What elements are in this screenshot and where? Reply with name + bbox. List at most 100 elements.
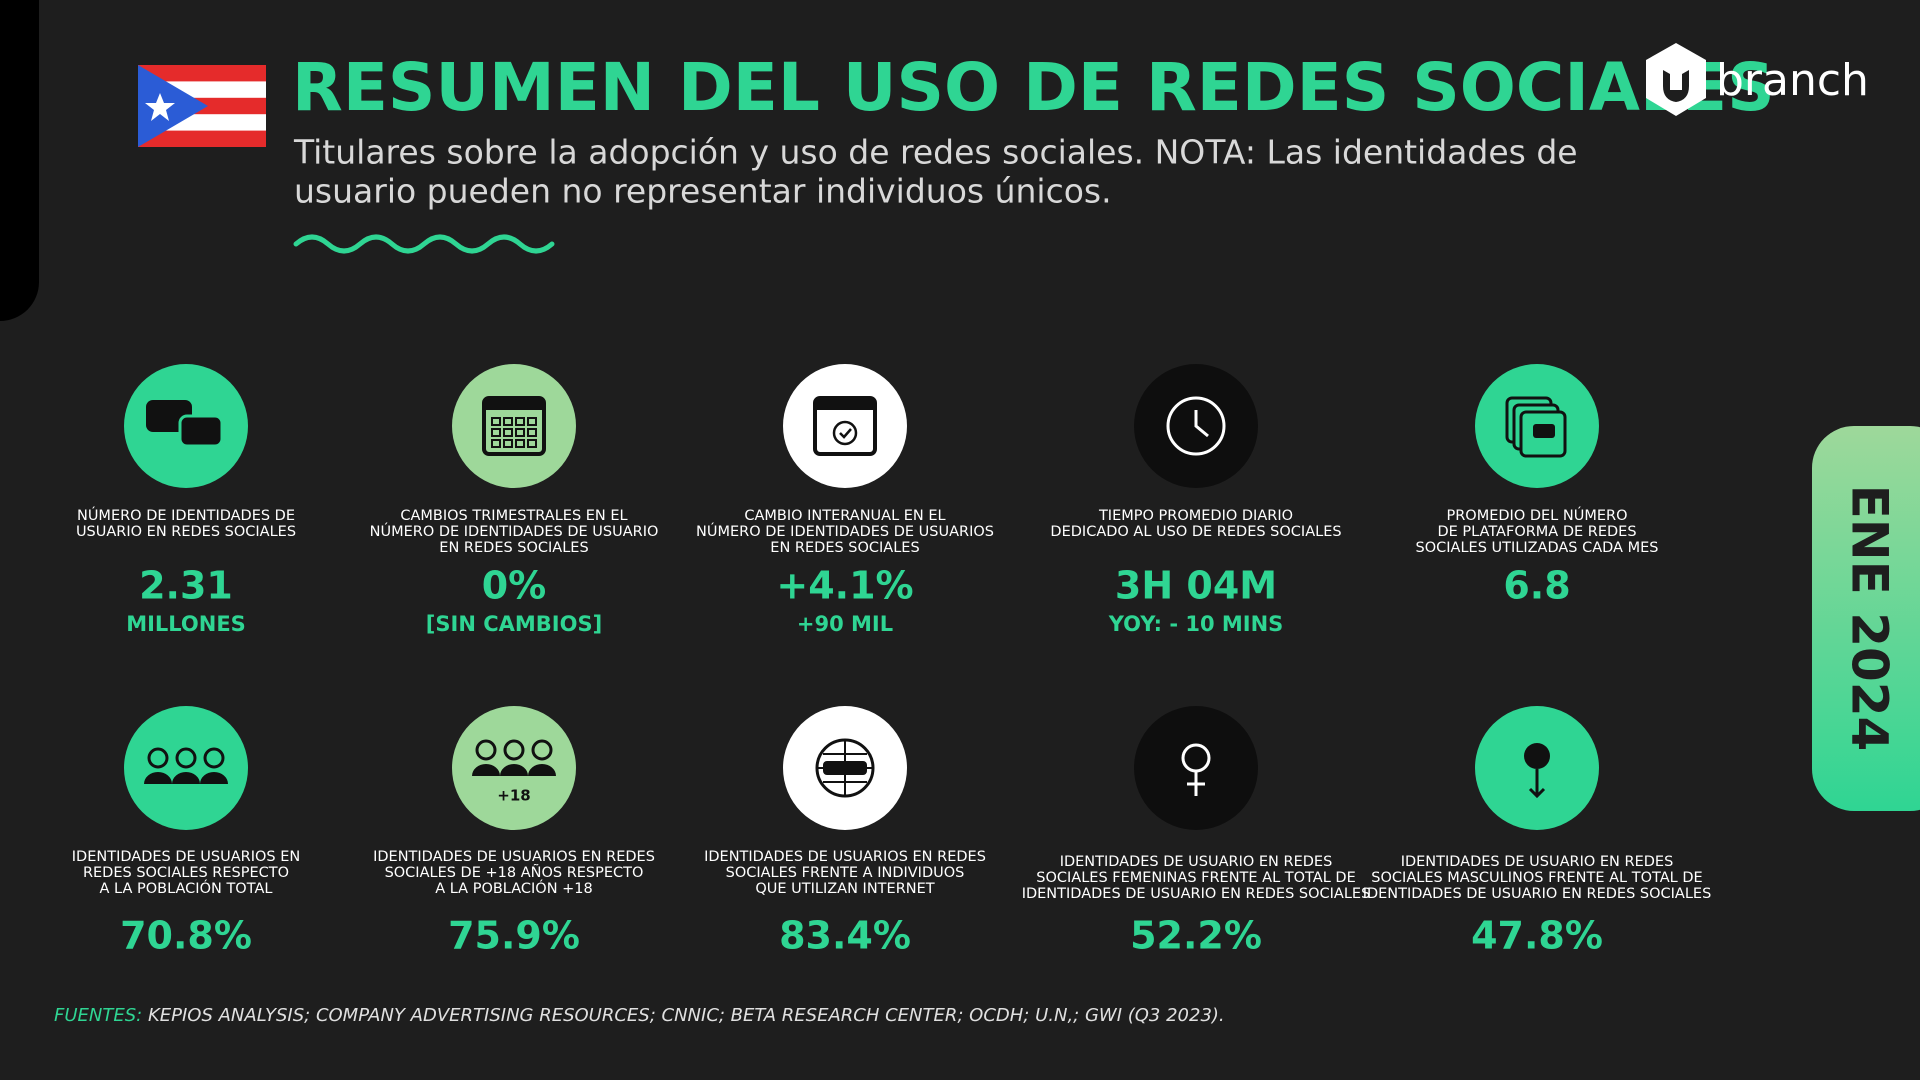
icon-shape xyxy=(175,747,197,769)
icon-shape xyxy=(200,772,228,784)
icon-shape xyxy=(503,739,525,761)
icon-shape xyxy=(1528,769,1546,799)
stat-value: 47.8% xyxy=(1471,914,1603,958)
flag xyxy=(138,65,266,147)
icon-circle xyxy=(783,364,907,488)
stat-label: QUE UTILIZAN INTERNET xyxy=(755,881,934,897)
icon-shape xyxy=(823,761,867,775)
icon-shape xyxy=(491,439,501,448)
wave xyxy=(293,234,555,254)
date-label: ENE 2024 xyxy=(1841,485,1899,752)
icon-shape xyxy=(515,428,525,437)
stat-sub: YOY: - 10 MINS xyxy=(1108,612,1284,636)
stat-label: IDENTIDADES DE USUARIOS EN xyxy=(72,849,300,865)
icon-shape xyxy=(491,428,501,437)
icon-shape xyxy=(503,439,513,448)
title: RESUMEN DEL USO DE REDES SOCIALES xyxy=(292,49,1775,126)
icon xyxy=(813,396,877,456)
icon-shape xyxy=(832,420,858,446)
brand: branch xyxy=(1716,55,1869,106)
date-tab xyxy=(1812,426,1920,811)
icon-shape xyxy=(491,417,501,426)
stat-label: IDENTIDADES DE USUARIO EN REDES xyxy=(1401,854,1674,870)
icon-shape xyxy=(839,428,852,439)
icon xyxy=(144,747,228,784)
stat-label: A LA POBLACIÓN +18 xyxy=(435,879,593,897)
stat-label: NÚMERO DE IDENTIDADES DE USUARIOS xyxy=(696,522,994,540)
icon-circle xyxy=(452,364,576,488)
icon xyxy=(815,738,875,798)
stat-label: USUARIO EN REDES SOCIALES xyxy=(76,524,296,540)
stat-sub: MILLONES xyxy=(126,612,246,636)
icon-shape xyxy=(475,739,497,761)
icon-shape xyxy=(472,764,500,776)
subtitle: usuario pueden no representar individuos… xyxy=(294,172,1112,211)
stat-value: 75.9% xyxy=(448,914,580,958)
stat-value: 6.8 xyxy=(1503,564,1570,608)
icon-shape xyxy=(147,747,169,769)
stat-value: 70.8% xyxy=(120,914,252,958)
icon-shape xyxy=(528,764,556,776)
stat-label: EN REDES SOCIALES xyxy=(770,540,919,556)
stat-value: 83.4% xyxy=(779,914,911,958)
stat-label: IDENTIDADES DE USUARIO EN REDES SOCIALES xyxy=(1022,886,1371,902)
icon-shape xyxy=(503,428,513,437)
stat-label: SOCIALES FRENTE A INDIVIDUOS xyxy=(726,865,965,881)
stat-value: 0% xyxy=(482,564,547,608)
stat-label: SOCIALES MASCULINOS FRENTE AL TOTAL DE xyxy=(1371,870,1702,886)
stat-label: EN REDES SOCIALES xyxy=(439,540,588,556)
stat-sub: +90 MIL xyxy=(797,612,893,636)
icon-shape xyxy=(503,417,513,426)
icon-shape xyxy=(203,747,225,769)
sources-label: FUENTES: xyxy=(54,1005,142,1026)
icon: +18 xyxy=(472,739,556,805)
icon-shape xyxy=(527,428,537,437)
stat-label: PROMEDIO DEL NÚMERO xyxy=(1446,506,1627,524)
sources-text: KEPIOS ANALYSIS; COMPANY ADVERTISING RES… xyxy=(142,1005,1224,1026)
icon xyxy=(1524,743,1550,799)
icon xyxy=(146,400,224,448)
icon-shape xyxy=(527,417,537,426)
stat-label: IDENTIDADES DE USUARIO EN REDES SOCIALES xyxy=(1363,886,1712,902)
icon xyxy=(482,396,546,456)
icon-shape xyxy=(815,398,875,410)
stat-label: DEDICADO AL USO DE REDES SOCIALES xyxy=(1050,524,1341,540)
icon-shape xyxy=(1166,396,1226,456)
icon-shape xyxy=(172,772,200,784)
icon xyxy=(1181,743,1211,796)
stat-sub: [SIN CAMBIOS] xyxy=(426,612,602,636)
icon-shape xyxy=(144,772,172,784)
logo: branch xyxy=(1646,43,1869,116)
icon-shape xyxy=(1187,771,1205,796)
stat-label: SOCIALES DE +18 AÑOS RESPECTO xyxy=(385,864,644,881)
stat-label: REDES SOCIALES RESPECTO xyxy=(83,865,289,881)
stat-value: 2.31 xyxy=(139,564,233,608)
stat-label: NÚMERO DE IDENTIDADES DE xyxy=(77,506,295,524)
icon-shape xyxy=(500,764,528,776)
sources: FUENTES: KEPIOS ANALYSIS; COMPANY ADVERT… xyxy=(54,1005,1225,1026)
icon-shape xyxy=(515,439,525,448)
subtitle: Titulares sobre la adopción y uso de red… xyxy=(293,133,1578,172)
stat-label: CAMBIOS TRIMESTRALES EN EL xyxy=(400,508,627,524)
icon-shape xyxy=(515,417,525,426)
stat-value: +4.1% xyxy=(776,564,913,608)
stat-label: CAMBIO INTERANUAL EN EL xyxy=(744,508,945,524)
stat-label: A LA POBLACIÓN TOTAL xyxy=(100,879,273,897)
stat-label: SOCIALES UTILIZADAS CADA MES xyxy=(1416,540,1659,556)
stat-label: TIEMPO PROMEDIO DIARIO xyxy=(1098,508,1293,524)
corner-tab xyxy=(0,0,39,321)
stat-value: 52.2% xyxy=(1130,914,1262,958)
icon-shape xyxy=(531,739,553,761)
icon-label: +18 xyxy=(497,787,530,805)
icon-shape xyxy=(527,439,537,448)
stat-label: IDENTIDADES DE USUARIOS EN REDES xyxy=(373,849,655,865)
icon-shape xyxy=(1194,410,1209,438)
icon-shape xyxy=(484,398,544,410)
stat-label: IDENTIDADES DE USUARIOS EN REDES xyxy=(704,849,986,865)
icon-shape xyxy=(1524,743,1550,769)
icon xyxy=(1166,396,1226,456)
stat-label: DE PLATAFORMA DE REDES xyxy=(1437,524,1636,540)
